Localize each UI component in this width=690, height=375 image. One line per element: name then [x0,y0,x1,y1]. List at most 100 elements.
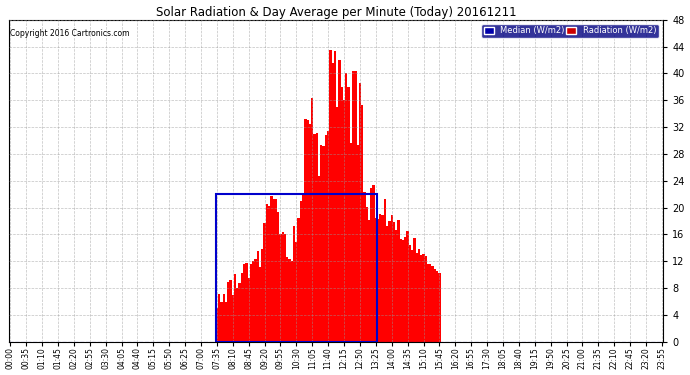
Bar [295,242,297,342]
Bar [348,87,350,342]
Bar [422,254,424,342]
Bar [429,264,431,342]
Bar [434,269,436,342]
Bar [304,118,306,342]
Bar [266,204,268,342]
Bar [261,249,264,342]
Bar [391,215,393,342]
Bar [338,60,341,342]
Bar [386,226,388,342]
Bar [220,302,223,342]
Bar [427,264,429,342]
Bar [284,234,286,342]
Bar [438,273,440,342]
Bar [368,220,370,342]
Bar [420,255,422,342]
Bar [431,266,434,342]
Bar [227,282,229,342]
Bar [239,282,241,342]
Bar [359,83,361,342]
Bar [302,193,304,342]
Bar [243,264,245,342]
Bar [388,220,391,342]
Bar [311,99,313,342]
Bar [320,146,322,342]
Bar [325,135,327,342]
Bar [277,212,279,342]
Bar [288,259,290,342]
Bar [252,261,255,342]
Bar [241,273,243,342]
Bar [318,176,320,342]
Bar [270,196,273,342]
Bar [357,146,359,342]
Bar [400,239,402,342]
Bar [350,143,352,342]
Bar [404,237,406,342]
Title: Solar Radiation & Day Average per Minute (Today) 20161211: Solar Radiation & Day Average per Minute… [156,6,516,18]
Bar [282,232,284,342]
Bar [279,234,282,342]
Bar [375,218,377,342]
Bar [382,215,384,342]
Bar [322,146,325,342]
Bar [255,260,257,342]
Bar [313,134,315,342]
Bar [275,199,277,342]
Text: Copyright 2016 Cartronics.com: Copyright 2016 Cartronics.com [10,29,130,38]
Legend: Median (W/m2), Radiation (W/m2): Median (W/m2), Radiation (W/m2) [481,24,659,38]
Bar [286,256,288,342]
Bar [223,294,225,342]
Bar [245,263,248,342]
Bar [216,194,377,342]
Bar [264,223,266,342]
Bar [273,199,275,342]
Bar [229,280,232,342]
Bar [413,238,415,342]
Bar [393,222,395,342]
Bar [397,220,400,342]
Bar [297,218,299,342]
Bar [225,302,227,342]
Bar [345,73,348,342]
Bar [293,226,295,342]
Bar [216,308,218,342]
Bar [309,124,311,342]
Bar [370,188,373,342]
Bar [250,264,252,342]
Bar [415,253,418,342]
Bar [341,87,343,342]
Bar [290,261,293,342]
Bar [384,199,386,342]
Bar [343,100,345,342]
Bar [315,133,318,342]
Bar [373,185,375,342]
Bar [366,207,368,342]
Bar [336,107,338,342]
Bar [232,295,234,342]
Bar [257,251,259,342]
Bar [436,272,438,342]
Bar [364,192,366,342]
Bar [395,230,397,342]
Bar [259,267,261,342]
Bar [361,105,364,342]
Bar [418,249,420,342]
Bar [406,231,408,342]
Bar [352,72,354,342]
Bar [234,274,236,342]
Bar [377,219,380,342]
Bar [268,206,270,342]
Bar [402,240,404,342]
Bar [236,288,239,342]
Bar [248,278,250,342]
Bar [329,50,331,342]
Bar [380,214,382,342]
Bar [299,201,302,342]
Bar [306,120,309,342]
Bar [411,250,413,342]
Bar [354,71,357,342]
Bar [408,245,411,342]
Bar [424,256,427,342]
Bar [331,63,334,342]
